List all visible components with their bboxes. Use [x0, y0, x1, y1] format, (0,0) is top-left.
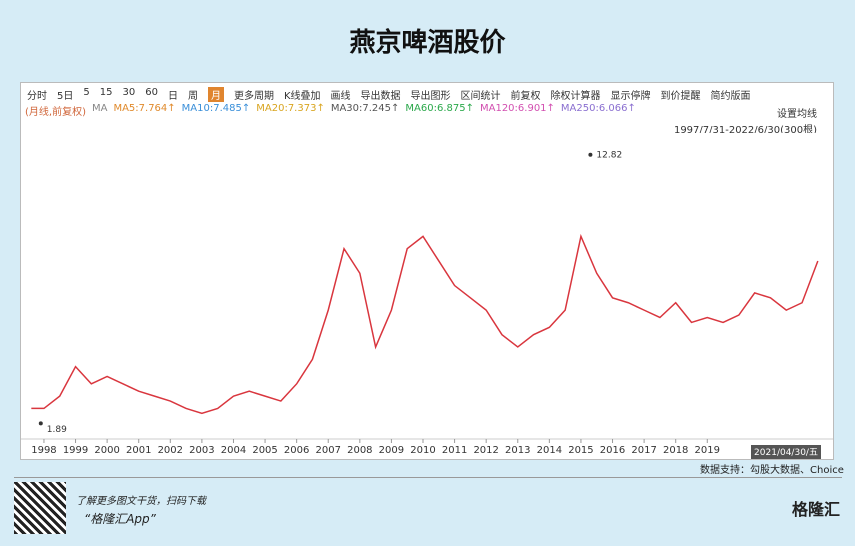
ma-legend: (月线,前复权) MA MA5:7.764↑ MA10:7.485↑ MA20:7.…	[25, 103, 636, 118]
page-title: 燕京啤酒股价	[349, 28, 506, 58]
x-tick-label: 2016	[600, 445, 625, 456]
x-tick-label: 2008	[347, 445, 372, 456]
x-tick-label: 2017	[631, 445, 656, 456]
ma-label: MA60:6.875↑	[405, 103, 474, 114]
toolbar-item[interactable]: 除权计算器	[550, 91, 601, 102]
source: 数据支持：勾股大数据、Choice	[700, 465, 844, 476]
qr-code	[14, 482, 66, 534]
toolbar: 分时 5日 5 15 30 60 日周月更多周期 K线叠加 画线 导出数据 导出图形 区间统计 前复权除…	[27, 87, 751, 102]
toolbar-item[interactable]: 日	[167, 91, 178, 102]
toolbar-item[interactable]: 60	[145, 87, 158, 98]
x-tick-label: 2007	[316, 445, 341, 456]
x-tick-label: 2003	[189, 445, 214, 456]
ma-setting[interactable]: 设置均线	[777, 109, 817, 120]
x-tick-label: 2013	[505, 445, 530, 456]
ma-label: MA10:7.485↑	[181, 103, 251, 114]
chart-panel: 分时 5日 5 15 30 60 日周月更多周期 K线叠加 画线 导出数据 导出图形 区间统计 前复权除…	[20, 82, 834, 460]
extreme-label: 12.82	[596, 150, 622, 160]
plot-bg	[21, 133, 833, 459]
date-badge-bg	[751, 445, 821, 459]
extreme-label: 1.89	[47, 425, 67, 435]
toolbar-item[interactable]: 30	[122, 87, 136, 98]
x-tick-label: 2000	[94, 445, 119, 456]
toolbar-item[interactable]: K线叠加	[283, 91, 321, 102]
app-name: “格隆汇App”	[84, 512, 156, 526]
toolbar-item[interactable]: 更多周期	[233, 91, 274, 102]
brand: 格隆汇	[792, 500, 841, 519]
x-tick-label: 2010	[410, 445, 435, 456]
toolbar-item[interactable]: 导出图形	[410, 91, 451, 102]
x-tick-label: 2011	[442, 445, 467, 456]
extreme-point	[588, 152, 593, 157]
toolbar-item[interactable]: 5日	[57, 91, 74, 102]
toolbar-item[interactable]: 导出数据	[360, 91, 401, 102]
x-tick-label: 2001	[126, 445, 151, 456]
toolbar-item[interactable]: 显示停牌	[610, 91, 651, 102]
promo: 了解更多图文干货，扫码下载	[76, 496, 206, 507]
x-tick-label: 2002	[158, 445, 183, 456]
x-tick-label: 2019	[695, 445, 720, 456]
x-tick-label: 2005	[252, 445, 277, 456]
ma-label: MA5:7.764↑	[113, 103, 176, 114]
toolbar-item[interactable]: 5	[83, 87, 90, 98]
toolbar-item[interactable]: 画线	[330, 91, 351, 102]
toolbar-item[interactable]: 周	[187, 91, 198, 102]
chart: 1998 1999 2000 2001 2002 2003 2004 2005 2006 2007…	[21, 133, 833, 459]
ma-label: MA250:6.066↑	[560, 103, 636, 114]
x-tick-label: 2014	[537, 445, 562, 456]
toolbar-item[interactable]: 简约版面	[710, 91, 751, 102]
legend-ma: MA	[91, 103, 108, 114]
x-tick-label: 2006	[284, 445, 309, 456]
x-tick-label: 2012	[473, 445, 498, 456]
price-line	[31, 233, 819, 415]
toolbar-item[interactable]: 分时	[27, 91, 47, 102]
ma-label: MA20:7.373↑	[256, 103, 325, 114]
x-tick-label: 1999	[63, 445, 88, 456]
ma-label: MA30:7.245↑	[330, 103, 400, 114]
date-badge: 2021/04/30/五	[754, 448, 818, 458]
x-tick-label: 2004	[221, 445, 246, 456]
divider	[14, 477, 842, 478]
toolbar-item[interactable]: 到价提醒	[660, 91, 701, 102]
toolbar-item[interactable]: 区间统计	[460, 91, 501, 102]
ma-label: MA120:6.901↑	[479, 103, 555, 114]
extreme-point	[38, 421, 43, 426]
toolbar-item[interactable]: 月	[207, 87, 224, 102]
toolbar-item[interactable]: 15	[99, 87, 113, 98]
toolbar-item[interactable]: 前复权	[510, 91, 541, 102]
x-tick-label: 2015	[568, 445, 593, 456]
x-tick-label: 2009	[379, 445, 404, 456]
legend-prefix: (月线,前复权)	[25, 107, 86, 118]
x-tick-label: 1998	[31, 445, 56, 456]
x-tick-label: 2018	[663, 445, 688, 456]
